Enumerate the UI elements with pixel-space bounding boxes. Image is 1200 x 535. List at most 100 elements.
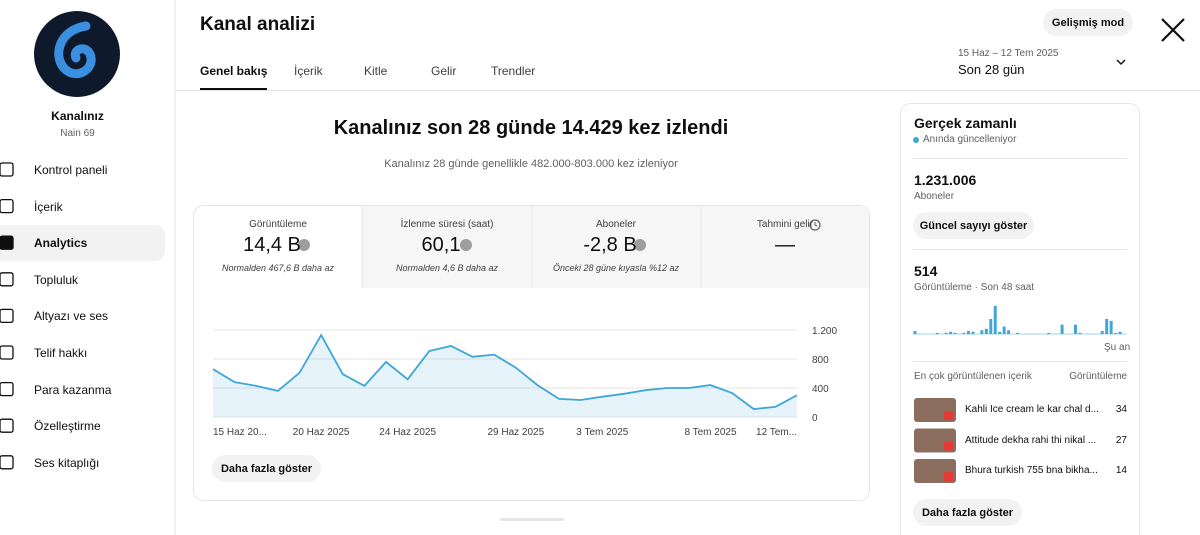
- realtime-bar: [935, 332, 939, 334]
- headline: Kanalınız son 28 günde 14.429 kez izlend…: [333, 117, 729, 139]
- clock-hands: [814, 222, 818, 227]
- nav-icon: [0, 381, 14, 397]
- subscriber-count: 1.231.006: [914, 172, 977, 188]
- y-tick-label: 400: [812, 384, 829, 395]
- realtime-bar: [1074, 324, 1077, 334]
- line: [212, 333, 798, 410]
- realtime-bar: [989, 319, 993, 334]
- realtime-bar: [949, 331, 953, 334]
- channel-name: Nain 69: [60, 128, 95, 139]
- page-title: Kanal analizi: [200, 14, 316, 35]
- realtime-bar: [1100, 331, 1104, 334]
- x-tick-label: 3 Tem 2025: [576, 427, 629, 438]
- nav-icon: [0, 345, 14, 360]
- clock-icon: [809, 219, 821, 231]
- nav-item[interactable]: Altyazı ve ses: [34, 309, 109, 324]
- realtime-bar: [1114, 332, 1118, 334]
- scroll-indicator: [500, 518, 564, 521]
- metric-label: Aboneler: [595, 219, 637, 230]
- realtime-bar: [962, 332, 966, 334]
- tab[interactable]: İçerik: [294, 64, 323, 78]
- metric-icons: [298, 239, 646, 251]
- realtime-bar: [971, 331, 975, 334]
- nav-active-bg: [0, 225, 165, 262]
- show-more-button[interactable]: Daha fazla göster: [212, 455, 321, 482]
- nav-icon: [0, 198, 14, 214]
- realtime-views-label: Görüntüleme · Son 48 saat: [914, 282, 1035, 293]
- nav-icon: [0, 455, 14, 470]
- nav-item[interactable]: Özelleştirme: [34, 419, 101, 434]
- close-icon[interactable]: [1161, 18, 1185, 42]
- nav-item[interactable]: Para kazanma: [34, 382, 112, 397]
- top-heading: En çok görüntülenen içerik: [914, 371, 1032, 382]
- avatar-logo: [54, 21, 96, 79]
- tab[interactable]: Trendler: [491, 64, 536, 78]
- realtime-bar: [1002, 326, 1006, 334]
- nav-item[interactable]: Telif hakkı: [34, 346, 88, 360]
- realtime-more-button[interactable]: Daha fazla göster: [913, 499, 1022, 526]
- x-tick-label: 8 Tem 2025: [684, 427, 737, 438]
- content-views: 27: [1115, 434, 1127, 446]
- nav-item[interactable]: Ses kitaplığı: [34, 455, 100, 470]
- x-tick-label: 20 Haz 2025: [293, 427, 350, 438]
- metric-note: Önceki 28 güne kıyasla %12 az: [552, 263, 680, 273]
- realtime-bar: [980, 330, 984, 334]
- realtime-bar: [967, 331, 970, 334]
- nav-icon: [0, 308, 14, 324]
- live-dot: [913, 137, 919, 143]
- info-icon: [460, 239, 472, 251]
- info-icon: [634, 239, 646, 251]
- date-range[interactable]: 15 Haz – 12 Tem 2025: [958, 48, 1059, 59]
- x-tick-label: 29 Haz 2025: [487, 427, 544, 438]
- nav-icon: [0, 272, 14, 287]
- nav-item[interactable]: Topluluk: [34, 272, 79, 287]
- metric-value: 60,1: [421, 234, 461, 256]
- realtime-title: Gerçek zamanlı: [914, 115, 1017, 131]
- y-tick-label: 1.200: [812, 326, 837, 337]
- y-tick-label: 0: [812, 413, 818, 424]
- tab[interactable]: Genel bakış: [200, 64, 268, 78]
- thumbnail-badge: [944, 411, 953, 420]
- now-label: Şu an: [1104, 342, 1131, 353]
- tab[interactable]: Gelir: [431, 64, 457, 78]
- show-count-button[interactable]: Güncel sayıyı göster: [913, 212, 1034, 239]
- y-tick-label: 800: [812, 355, 829, 366]
- realtime-card: [900, 103, 1140, 535]
- dropdown-chevron[interactable]: [1116, 59, 1126, 65]
- metric-label: Tahmini gelir: [756, 219, 814, 230]
- realtime-bar: [984, 328, 988, 334]
- realtime-bar: [998, 331, 1002, 334]
- subscriber-label: Aboneler: [914, 191, 955, 202]
- realtime-bar: [1047, 332, 1051, 334]
- nav-item[interactable]: Analytics: [34, 236, 88, 251]
- realtime-views: 514: [914, 263, 938, 279]
- x-tick-label: 12 Tem...: [756, 427, 797, 438]
- content-title[interactable]: Bhura turkish 755 bna bikha...: [965, 465, 1098, 476]
- realtime-bar: [1105, 319, 1109, 334]
- realtime-bar: [1118, 331, 1122, 334]
- tab-underline: [200, 88, 267, 90]
- nav-icon: [0, 418, 14, 433]
- realtime-bar: [944, 332, 948, 334]
- tab[interactable]: Kitle: [364, 64, 388, 78]
- realtime-bar: [913, 331, 917, 334]
- metric-tabs-bg: [362, 206, 869, 288]
- nav-item[interactable]: İçerik: [34, 199, 63, 214]
- x-tick-label: 15 Haz 20...: [213, 427, 267, 438]
- metric-label: Görüntüleme: [249, 219, 307, 230]
- content-title[interactable]: Attitude dekha rahi thi nikal ...: [965, 434, 1097, 446]
- metric-value: 14,4 B: [243, 234, 301, 256]
- nav-icon: [0, 235, 14, 250]
- info-icon: [298, 239, 310, 251]
- nav-item[interactable]: Kontrol paneli: [34, 163, 108, 177]
- realtime-bar: [1078, 332, 1082, 334]
- realtime-bar: [1109, 320, 1113, 334]
- period[interactable]: Son 28 gün: [958, 62, 1025, 77]
- x-tick-label: 24 Haz 2025: [379, 427, 436, 438]
- content-title[interactable]: Kahli Ice cream le kar chal d...: [965, 404, 1099, 415]
- advanced-mode-button[interactable]: Gelişmiş mod: [1043, 9, 1133, 36]
- thumbnail-badge: [944, 472, 953, 481]
